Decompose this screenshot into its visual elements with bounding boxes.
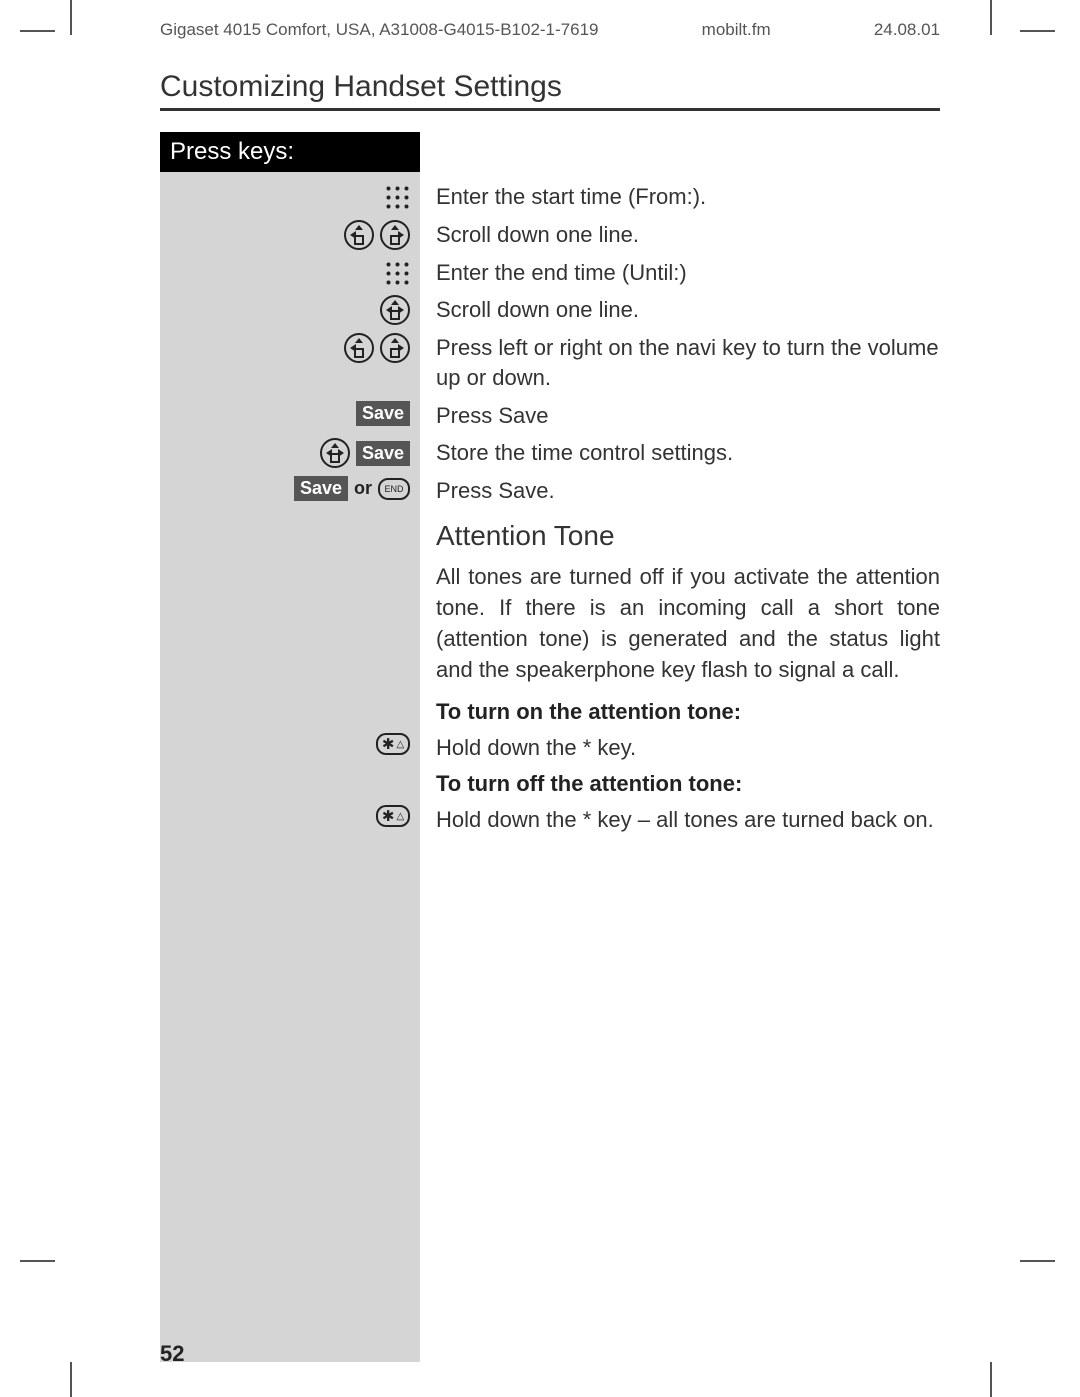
star-key-icon: ✱△: [376, 733, 410, 755]
crop-mark: [1020, 1260, 1055, 1262]
instruction-row: Save Press Save: [160, 401, 940, 431]
instruction-text: Enter the end time (Until:): [420, 258, 940, 288]
section-title: Customizing Handset Settings: [160, 70, 940, 111]
save-badge: Save: [294, 476, 348, 501]
attention-on-label: To turn on the attention tone:: [436, 699, 940, 725]
star-key-icon: ✱△: [376, 805, 410, 827]
header-center: mobilt.fm: [702, 20, 771, 40]
instruction-text: Store the time control settings.: [420, 438, 940, 468]
crop-mark: [20, 1260, 55, 1262]
keypad-icon: [382, 182, 410, 210]
crop-mark: [990, 1362, 992, 1397]
or-label: or: [354, 478, 372, 499]
attention-section: Attention Tone All tones are turned off …: [436, 520, 940, 725]
crop-mark: [20, 30, 55, 32]
instruction-text: Hold down the * key.: [420, 733, 940, 763]
crop-mark: [1020, 30, 1055, 32]
navi-left-icon: [344, 333, 374, 363]
attention-heading: Attention Tone: [436, 520, 940, 552]
instruction-row: Scroll down one line.: [160, 220, 940, 250]
navi-down-icon: [380, 295, 410, 325]
instruction-row: Save or END Press Save.: [160, 476, 940, 506]
crop-mark: [70, 1362, 72, 1397]
header-left: Gigaset 4015 Comfort, USA, A31008-G4015-…: [160, 20, 599, 40]
instruction-text: Hold down the * key – all tones are turn…: [420, 805, 940, 835]
attention-body: All tones are turned off if you activate…: [436, 562, 940, 685]
instruction-text: Enter the start time (From:).: [420, 182, 940, 212]
press-keys-heading: Press keys:: [160, 132, 420, 172]
page-number: 52: [160, 1341, 184, 1367]
end-key-label: END: [384, 484, 403, 494]
instruction-text: Press Save.: [420, 476, 940, 506]
navi-right-icon: [380, 333, 410, 363]
instruction-text: Press left or right on the navi key to t…: [420, 333, 940, 392]
instruction-row: Press left or right on the navi key to t…: [160, 333, 940, 392]
content-area: Enter the start time (From:). Scroll dow…: [160, 172, 940, 843]
instruction-row: Scroll down one line.: [160, 295, 940, 325]
instruction-row: ✱△ Hold down the * key – all tones are t…: [160, 805, 940, 835]
header-right: 24.08.01: [874, 20, 940, 40]
navi-right-icon: [380, 220, 410, 250]
instruction-row: ✱△ Hold down the * key.: [160, 733, 940, 763]
navi-left-icon: [344, 220, 374, 250]
instruction-text: Scroll down one line.: [420, 220, 940, 250]
end-key-icon: END: [378, 478, 410, 500]
navi-icon: [320, 438, 350, 468]
attention-off-label: To turn off the attention tone:: [436, 771, 940, 797]
instruction-row: Enter the end time (Until:): [160, 258, 940, 288]
instruction-row: Enter the start time (From:).: [160, 182, 940, 212]
page-header: Gigaset 4015 Comfort, USA, A31008-G4015-…: [160, 20, 940, 40]
save-badge: Save: [356, 401, 410, 426]
instruction-text: Press Save: [420, 401, 940, 431]
save-badge: Save: [356, 441, 410, 466]
instruction-text: Scroll down one line.: [420, 295, 940, 325]
keypad-icon: [382, 258, 410, 286]
instruction-row: Save Store the time control settings.: [160, 438, 940, 468]
attention-off-section: To turn off the attention tone:: [436, 771, 940, 797]
crop-mark: [70, 0, 72, 35]
crop-mark: [990, 0, 992, 35]
